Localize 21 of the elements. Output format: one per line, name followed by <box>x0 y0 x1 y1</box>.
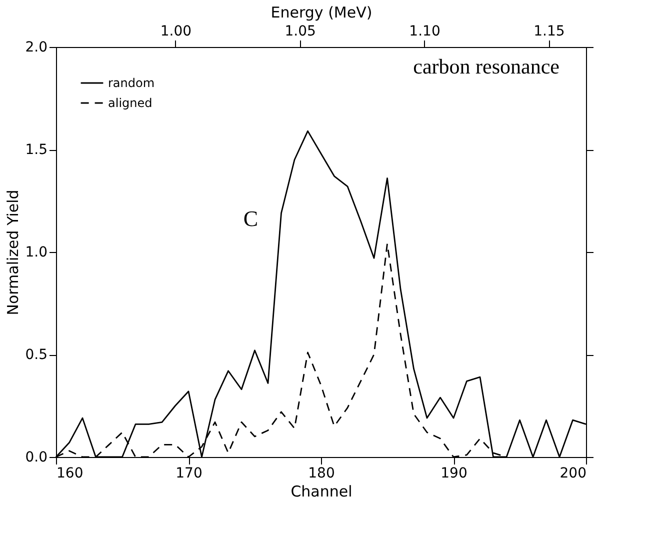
y-tick-label: 0.0 <box>25 450 48 466</box>
x-tick-label: 190 <box>440 466 468 482</box>
legend-label: random <box>108 76 155 90</box>
x2-axis-title: Energy (MeV) <box>270 4 372 22</box>
x2-tick-label: 1.10 <box>409 24 440 40</box>
annotation: C <box>243 206 258 232</box>
legend-label: aligned <box>108 96 152 110</box>
x-tick-label: 200 <box>560 466 586 482</box>
x-tick-label: 160 <box>56 466 84 482</box>
x-axis-title: Channel <box>290 482 352 500</box>
y-tick-label: 0.5 <box>25 347 48 363</box>
y-tick-label: 1.0 <box>25 244 48 260</box>
x-tick-label: 170 <box>176 466 202 482</box>
y-axis-title: Normalized Yield <box>4 190 22 316</box>
x2-tick-label: 1.05 <box>284 24 316 40</box>
x2-tick-label: 1.00 <box>160 24 192 40</box>
y-tick-label: 1.5 <box>25 142 48 158</box>
annotation: carbon resonance <box>413 54 560 78</box>
y-tick-label: 2.0 <box>25 40 48 56</box>
x2-tick-label: 1.15 <box>534 24 565 40</box>
x-tick-label: 180 <box>308 466 335 482</box>
